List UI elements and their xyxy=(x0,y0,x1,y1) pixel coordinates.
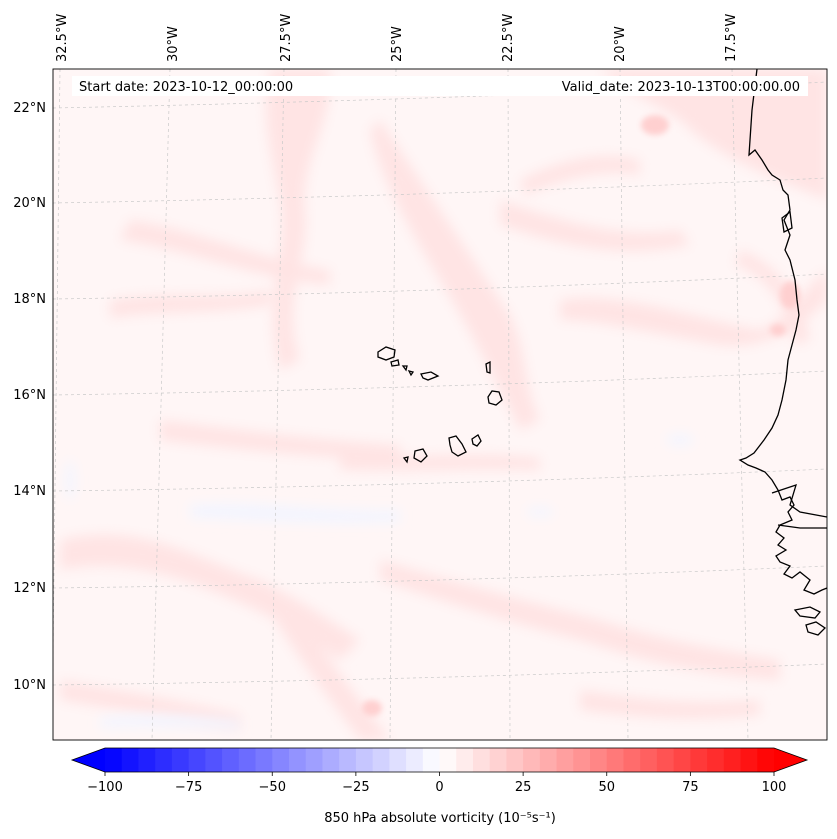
lat-label: 22°N xyxy=(13,101,46,116)
colorbar-cell xyxy=(171,748,190,772)
colorbar-label: 850 hPa absolute vorticity (10⁻⁵s⁻¹) xyxy=(324,811,556,826)
colorbar-cell xyxy=(456,748,474,772)
colorbar-cell xyxy=(640,748,658,772)
colorbar-cell xyxy=(489,748,508,772)
lon-label: 22.5°W xyxy=(501,14,516,62)
colorbar-cell xyxy=(406,748,424,772)
colorbar-cell xyxy=(523,748,541,772)
colorbar-arrow-right xyxy=(774,748,807,772)
colorbar-cells xyxy=(105,748,775,772)
lat-label: 18°N xyxy=(13,292,46,307)
date-label-box xyxy=(72,76,808,96)
lat-label: 10°N xyxy=(13,678,46,693)
colorbar-cell xyxy=(439,748,457,772)
colorbar-tick-label: −50 xyxy=(259,780,286,795)
colorbar-cell xyxy=(472,748,491,772)
lon-label: 27.5°W xyxy=(279,14,294,62)
colorbar-cell xyxy=(556,748,574,772)
colorbar-cell xyxy=(573,748,591,772)
colorbar-cell xyxy=(372,748,390,772)
longitude-labels: 32.5°W 30°W 27.5°W 25°W 22.5°W 20°W 17.5… xyxy=(55,14,739,62)
latitude-labels: 22°N 20°N 18°N 16°N 14°N 12°N 10°N xyxy=(13,101,46,693)
lat-label: 20°N xyxy=(13,196,46,211)
lon-label: 25°W xyxy=(390,26,405,62)
lon-label: 30°W xyxy=(166,26,181,62)
colorbar-ticks: −100 −75 −50 −25 0 25 50 75 100 xyxy=(87,772,786,795)
colorbar-cell xyxy=(606,748,625,772)
colorbar-tick-label: 50 xyxy=(598,780,615,795)
colorbar-cell xyxy=(740,748,758,772)
colorbar-cell xyxy=(272,748,290,772)
colorbar-tick-label: 100 xyxy=(762,780,787,795)
colorbar-cell xyxy=(222,748,240,772)
colorbar-cell xyxy=(339,748,357,772)
colorbar-cell xyxy=(673,748,691,772)
colorbar-cell xyxy=(690,748,708,772)
colorbar-tick-label: 0 xyxy=(435,780,443,795)
colorbar-cell xyxy=(238,748,257,772)
colorbar-cell xyxy=(422,748,441,772)
valid-date-label: Valid_date: 2023-10-13T00:00:00.00 xyxy=(562,80,800,95)
lon-label: 17.5°W xyxy=(724,14,739,62)
colorbar-cell xyxy=(155,748,173,772)
colorbar-cell xyxy=(590,748,608,772)
colorbar-tick-label: −75 xyxy=(175,780,202,795)
colorbar-cell xyxy=(506,748,524,772)
coastline xyxy=(738,69,827,636)
colorbar-tick-label: 75 xyxy=(682,780,699,795)
colorbar-arrow-left xyxy=(72,748,105,772)
colorbar-cell xyxy=(707,748,725,772)
colorbar-cell xyxy=(205,748,223,772)
colorbar-cell xyxy=(188,748,206,772)
map-frame xyxy=(52,68,828,741)
colorbar-cell xyxy=(539,748,558,772)
lat-label: 12°N xyxy=(13,581,46,596)
colorbar-cell xyxy=(255,748,273,772)
colorbar-cell xyxy=(623,748,641,772)
colorbar: −100 −75 −50 −25 0 25 50 75 100 850 hPa absolute… xyxy=(70,747,809,826)
colorbar-tick-label: −25 xyxy=(342,780,369,795)
colorbar-cell xyxy=(656,748,675,772)
lat-label: 14°N xyxy=(13,484,46,499)
colorbar-tick-label: 25 xyxy=(515,780,532,795)
colorbar-cell xyxy=(288,748,307,772)
colorbar-tick-label: −100 xyxy=(87,780,123,795)
colorbar-cell xyxy=(121,748,140,772)
map-background xyxy=(53,69,827,740)
colorbar-cell xyxy=(389,748,407,772)
colorbar-cell xyxy=(322,748,340,772)
start-date-label: Start date: 2023-10-12_00:00:00 xyxy=(79,80,293,95)
colorbar-cell xyxy=(305,748,324,772)
colorbar-cell xyxy=(138,748,156,772)
colorbar-cell xyxy=(105,748,123,772)
cabo-verde-islands xyxy=(377,346,503,464)
lon-label: 32.5°W xyxy=(55,14,70,62)
lon-label: 20°W xyxy=(613,26,628,62)
lat-label: 16°N xyxy=(13,388,46,403)
colorbar-cell xyxy=(723,748,742,772)
colorbar-cell xyxy=(757,748,775,772)
colorbar-cell xyxy=(355,748,374,772)
